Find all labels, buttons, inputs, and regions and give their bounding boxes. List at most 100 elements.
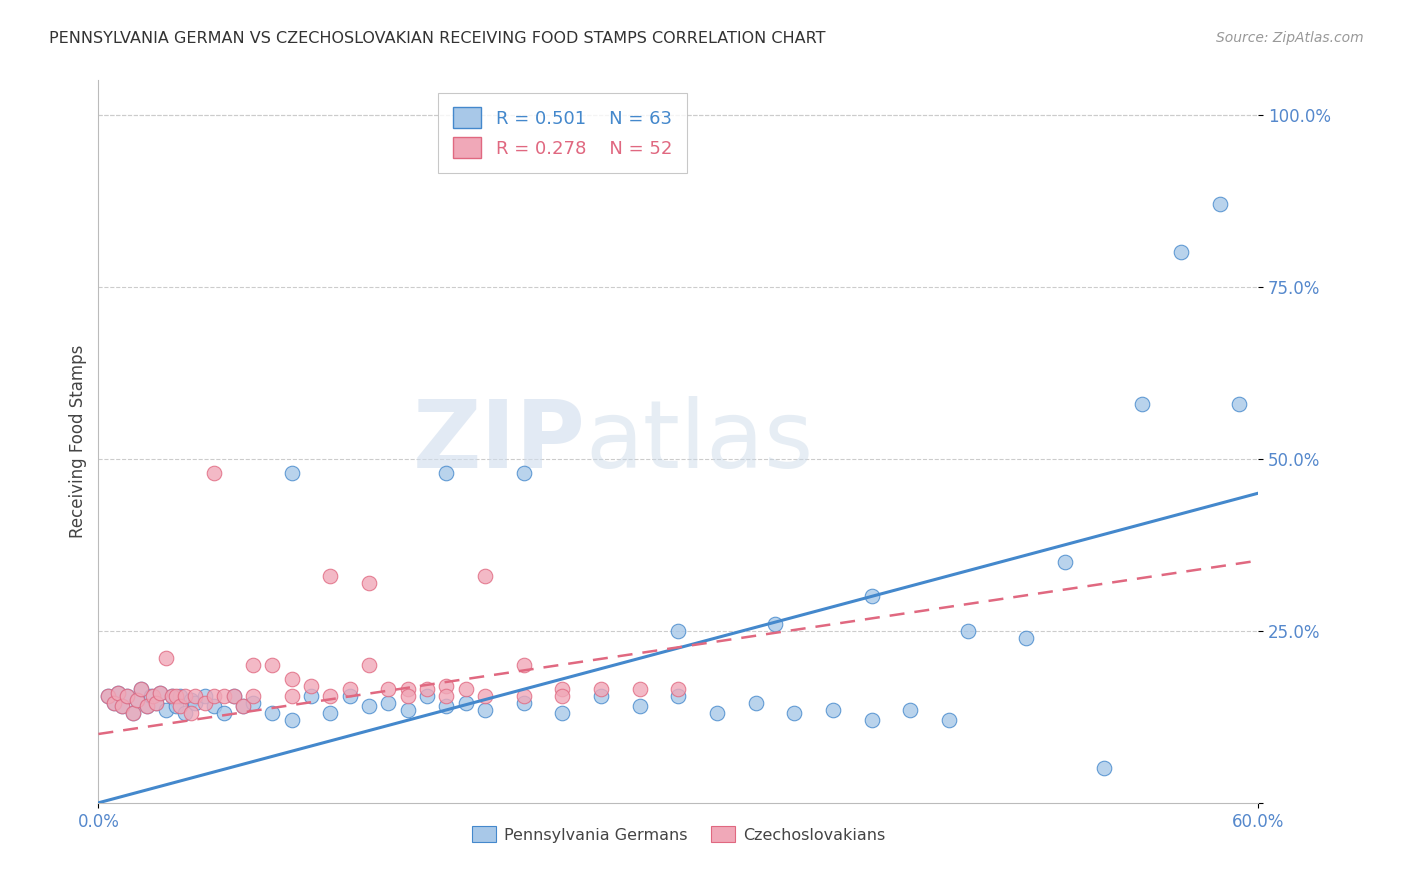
Point	[957, 624, 980, 638]
Point	[281, 672, 304, 686]
Point	[281, 713, 304, 727]
Point	[194, 689, 217, 703]
Point	[416, 682, 439, 697]
Point	[454, 696, 477, 710]
Point	[107, 686, 129, 700]
Point	[551, 706, 574, 721]
Text: atlas: atlas	[585, 395, 814, 488]
Point	[103, 696, 125, 710]
Point	[107, 686, 129, 700]
Legend: Pennsylvania Germans, Czechoslovakians: Pennsylvania Germans, Czechoslovakians	[465, 820, 891, 849]
Point	[97, 689, 120, 703]
Point	[242, 689, 264, 703]
Point	[551, 689, 574, 703]
Point	[222, 689, 245, 703]
Point	[319, 568, 342, 582]
Point	[359, 658, 381, 673]
Point	[513, 658, 536, 673]
Point	[149, 686, 172, 700]
Point	[396, 682, 419, 697]
Point	[222, 689, 245, 703]
Point	[551, 682, 574, 697]
Point	[416, 689, 439, 703]
Point	[204, 699, 226, 714]
Point	[160, 689, 183, 703]
Point	[319, 689, 342, 703]
Point	[139, 689, 162, 703]
Point	[135, 699, 157, 714]
Point	[359, 699, 381, 714]
Point	[783, 706, 806, 721]
Y-axis label: Receiving Food Stamps: Receiving Food Stamps	[69, 345, 87, 538]
Point	[396, 703, 419, 717]
Point	[103, 696, 125, 710]
Point	[763, 616, 786, 631]
Point	[666, 689, 689, 703]
Point	[377, 682, 399, 697]
Point	[591, 682, 613, 697]
Point	[745, 696, 768, 710]
Point	[339, 689, 361, 703]
Point	[474, 568, 496, 582]
Point	[169, 689, 191, 703]
Point	[1092, 761, 1115, 775]
Point	[117, 689, 139, 703]
Point	[194, 696, 217, 710]
Point	[129, 682, 152, 697]
Point	[204, 689, 226, 703]
Point	[513, 466, 536, 480]
Point	[1227, 397, 1250, 411]
Point	[860, 590, 883, 604]
Point	[436, 699, 458, 714]
Point	[180, 692, 202, 706]
Point	[666, 682, 689, 697]
Point	[111, 699, 132, 714]
Point	[122, 706, 145, 721]
Point	[262, 706, 284, 721]
Point	[299, 679, 322, 693]
Point	[184, 689, 207, 703]
Point	[212, 689, 235, 703]
Point	[436, 679, 458, 693]
Point	[359, 575, 381, 590]
Point	[160, 689, 183, 703]
Point	[474, 689, 496, 703]
Point	[242, 658, 264, 673]
Point	[165, 689, 187, 703]
Point	[706, 706, 728, 721]
Point	[1132, 397, 1154, 411]
Point	[666, 624, 689, 638]
Point	[212, 706, 235, 721]
Point	[111, 699, 132, 714]
Point	[860, 713, 883, 727]
Point	[180, 706, 202, 721]
Text: Source: ZipAtlas.com: Source: ZipAtlas.com	[1216, 31, 1364, 45]
Point	[454, 682, 477, 697]
Point	[135, 699, 157, 714]
Point	[174, 706, 197, 721]
Point	[938, 713, 960, 727]
Point	[141, 689, 165, 703]
Point	[377, 696, 399, 710]
Point	[299, 689, 322, 703]
Text: PENNSYLVANIA GERMAN VS CZECHOSLOVAKIAN RECEIVING FOOD STAMPS CORRELATION CHART: PENNSYLVANIA GERMAN VS CZECHOSLOVAKIAN R…	[49, 31, 825, 46]
Point	[474, 703, 496, 717]
Point	[145, 696, 167, 710]
Point	[1170, 245, 1192, 260]
Point	[242, 696, 264, 710]
Point	[232, 699, 254, 714]
Point	[821, 703, 844, 717]
Point	[232, 699, 254, 714]
Point	[436, 689, 458, 703]
Point	[169, 699, 191, 714]
Point	[204, 466, 226, 480]
Point	[127, 692, 149, 706]
Point	[628, 699, 651, 714]
Point	[184, 696, 207, 710]
Point	[396, 689, 419, 703]
Point	[1209, 197, 1232, 211]
Point	[281, 689, 304, 703]
Point	[436, 466, 458, 480]
Point	[155, 651, 177, 665]
Point	[1015, 631, 1038, 645]
